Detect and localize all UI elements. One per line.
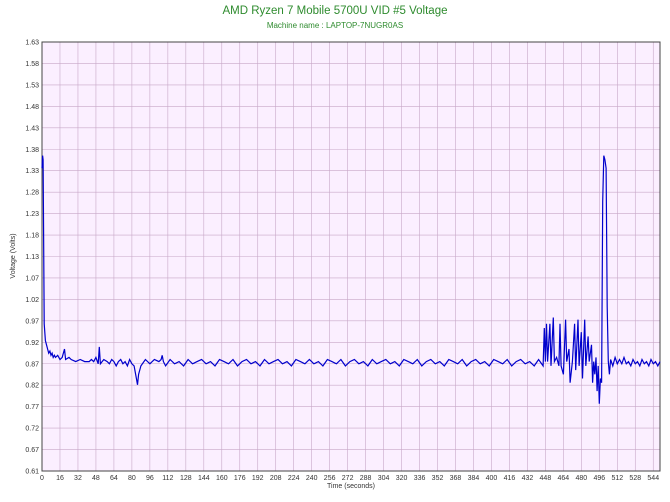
x-tick-label: 176 — [234, 475, 246, 482]
y-tick-label: 0.92 — [25, 340, 39, 347]
x-tick-label: 480 — [576, 475, 588, 482]
grid-lines — [41, 41, 660, 472]
y-tick-label: 1.38 — [25, 147, 39, 154]
y-tick-label: 1.18 — [25, 233, 39, 240]
y-tick-label: 0.61 — [25, 469, 39, 476]
y-tick-label: 1.07 — [25, 275, 39, 282]
x-tick-label: 528 — [629, 475, 641, 482]
x-tick-labels: 0 16 32 48 64 80 96 112 128 144 160 176 192 208 224 240… — [40, 475, 659, 482]
x-tick-label: 400 — [486, 475, 498, 482]
x-tick-label: 192 — [252, 475, 264, 482]
x-tick-label: 144 — [198, 475, 210, 482]
x-tick-label: 432 — [522, 475, 534, 482]
x-tick-label: 336 — [414, 475, 426, 482]
y-axis-label: Voltage (Volts) — [10, 233, 17, 278]
y-tick-label: 0.67 — [25, 447, 39, 454]
x-tick-label: 384 — [468, 475, 480, 482]
x-axis-label: Time (seconds) — [327, 483, 375, 490]
x-tick-label: 448 — [540, 475, 552, 482]
chart-title: AMD Ryzen 7 Mobile 5700U VID #5 Voltage — [222, 5, 448, 17]
x-tick-label: 240 — [306, 475, 318, 482]
y-tick-label: 1.28 — [25, 190, 39, 197]
x-tick-label: 368 — [450, 475, 462, 482]
y-tick-label: 0.97 — [25, 318, 39, 325]
x-tick-label: 112 — [162, 475, 173, 482]
x-tick-label: 320 — [396, 475, 408, 482]
x-tick-label: 416 — [504, 475, 516, 482]
x-tick-label: 352 — [432, 475, 444, 482]
x-tick-label: 224 — [288, 475, 300, 482]
x-tick-label: 272 — [342, 475, 354, 482]
x-tick-label: 16 — [56, 475, 64, 482]
chart-subtitle: Machine name : LAPTOP-7NUGR0AS — [266, 21, 404, 30]
x-tick-label: 64 — [110, 475, 118, 482]
x-tick-label: 288 — [360, 475, 372, 482]
y-tick-label: 1.58 — [25, 61, 39, 68]
x-tick-label: 48 — [92, 475, 100, 482]
x-tick-label: 544 — [647, 475, 659, 482]
x-tick-label: 80 — [128, 475, 136, 482]
y-tick-label: 1.48 — [25, 104, 39, 111]
series-line — [41, 155, 661, 404]
y-tick-label: 1.63 — [25, 40, 39, 47]
plot-border — [41, 41, 661, 472]
x-tick-label: 160 — [216, 475, 228, 482]
y-tick-label: 1.13 — [25, 254, 39, 261]
y-tick-labels: 1.63 1.58 1.53 1.48 1.43 1.38 1.33 1.28 1.23 1.18… — [25, 40, 39, 476]
y-tick-label: 1.33 — [25, 168, 39, 175]
x-tick-label: 464 — [558, 475, 570, 482]
y-tick-label: 1.02 — [25, 297, 39, 304]
x-tick-label: 496 — [593, 475, 605, 482]
y-tick-label: 0.87 — [25, 361, 39, 368]
x-tick-label: 256 — [324, 475, 336, 482]
y-tick-label: 0.82 — [25, 383, 39, 390]
x-tick-label: 32 — [74, 475, 82, 482]
y-tick-label: 0.72 — [25, 426, 39, 433]
x-tick-label: 128 — [180, 475, 192, 482]
y-tick-label: 1.23 — [25, 211, 39, 218]
x-tick-label: 0 — [40, 475, 44, 482]
y-tick-label: 1.43 — [25, 125, 39, 132]
x-tick-label: 96 — [146, 475, 154, 482]
y-tick-label: 1.53 — [25, 82, 39, 89]
x-tick-label: 304 — [378, 475, 390, 482]
x-tick-label: 512 — [611, 475, 623, 482]
x-tick-label: 208 — [270, 475, 282, 482]
y-tick-label: 0.77 — [25, 404, 39, 411]
